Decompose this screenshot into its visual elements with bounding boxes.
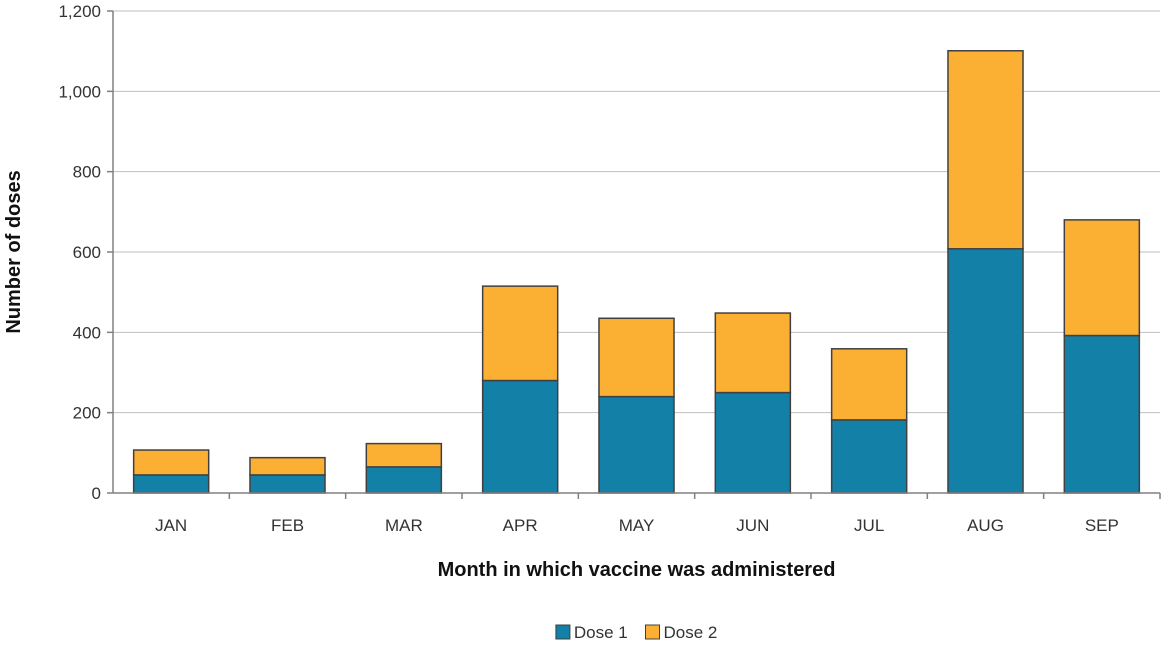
bar-mar-dose-1	[365, 466, 443, 494]
x-tick-label: JAN	[155, 516, 187, 535]
y-axis-title: Number of doses	[3, 170, 25, 333]
bar-apr-dose-2	[481, 285, 559, 382]
y-tick-label: 800	[73, 163, 101, 182]
x-tick-label: MAR	[385, 516, 423, 535]
x-tick-label: JUL	[854, 516, 884, 535]
bar-apr-dose-1	[481, 379, 559, 494]
bar-aug-dose-2	[947, 50, 1024, 250]
x-axis-ticks: JAN FEB MAR APR MAY JUN JUL AUG SEP	[155, 493, 1161, 535]
legend: Dose 1 Dose 2	[555, 623, 718, 642]
bar-jan-dose-1	[132, 474, 210, 494]
bar-jun-dose-2	[714, 312, 792, 394]
y-tick-label: 400	[73, 323, 101, 342]
bar-sep-dose-1	[1063, 334, 1141, 494]
x-tick-label: APR	[503, 516, 538, 535]
bar-may-dose-2	[598, 317, 675, 398]
bar-jul-dose-1	[830, 419, 908, 494]
bar-mar-dose-2	[365, 442, 443, 468]
legend-label: Dose 1	[574, 623, 628, 642]
bar-feb-dose-1	[249, 474, 326, 494]
x-tick-label: SEP	[1085, 516, 1119, 535]
y-tick-label: 1,200	[58, 2, 101, 21]
x-tick-label: JUN	[736, 516, 769, 535]
y-tick-label: 200	[73, 404, 101, 423]
legend-swatch-dose-1	[555, 624, 571, 640]
y-tick-label: 0	[92, 484, 101, 503]
bar-aug-dose-1	[947, 248, 1024, 494]
legend-label: Dose 2	[664, 623, 718, 642]
bar-jul-dose-2	[830, 348, 908, 421]
x-tick-label: AUG	[967, 516, 1004, 535]
bar-may-dose-1	[598, 395, 675, 494]
x-tick-label: MAY	[619, 516, 655, 535]
x-tick-label: FEB	[271, 516, 304, 535]
y-tick-label: 1,000	[58, 82, 101, 101]
bar-jan-dose-2	[132, 449, 210, 476]
bars	[132, 50, 1141, 494]
y-axis-ticks: 0 200 400 600 800 1,000 1,200	[58, 2, 113, 503]
bar-feb-dose-2	[249, 456, 326, 476]
y-tick-label: 600	[73, 243, 101, 262]
legend-swatch-dose-2	[645, 624, 660, 640]
bar-sep-dose-2	[1063, 219, 1141, 337]
bar-jun-dose-1	[714, 391, 792, 494]
x-axis-title: Month in which vaccine was administered	[438, 559, 836, 581]
